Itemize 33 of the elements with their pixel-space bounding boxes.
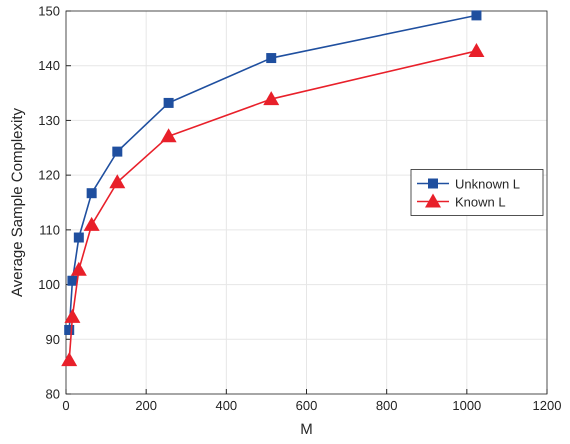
x-tick-label: 200 [135, 398, 158, 413]
x-tick-label: 400 [215, 398, 238, 413]
y-tick-label: 100 [38, 277, 60, 292]
point [70, 262, 87, 276]
y-tick-label: 90 [46, 332, 60, 347]
y-tick-label: 150 [38, 4, 60, 18]
point [266, 53, 276, 64]
x-tick-label: 0 [62, 398, 70, 413]
point [86, 188, 97, 198]
point [160, 128, 177, 142]
x-tick-label: 1000 [452, 398, 482, 413]
point [74, 232, 84, 243]
point [164, 98, 174, 108]
x-tick-label: 800 [376, 398, 398, 413]
point [112, 146, 122, 157]
y-tick-label: 110 [39, 222, 60, 238]
x-tick-label: 1200 [532, 398, 562, 413]
point [109, 174, 126, 188]
x-tick-label: 600 [296, 398, 318, 413]
y-tick-label: 120 [38, 168, 60, 183]
point [468, 42, 484, 57]
point [263, 91, 280, 106]
point [471, 10, 482, 20]
y-axis-title: Average Sample Complexity [9, 108, 26, 297]
point [61, 352, 78, 366]
point [84, 216, 100, 231]
y-tick-label: 80 [46, 386, 60, 402]
point [64, 308, 80, 323]
legend-label: Unknown L [455, 176, 520, 192]
legend-label: Known L [455, 194, 506, 210]
y-tick-label: 130 [38, 112, 60, 128]
y-tick-label: 140 [38, 58, 60, 74]
x-axis-title: M [300, 421, 313, 438]
